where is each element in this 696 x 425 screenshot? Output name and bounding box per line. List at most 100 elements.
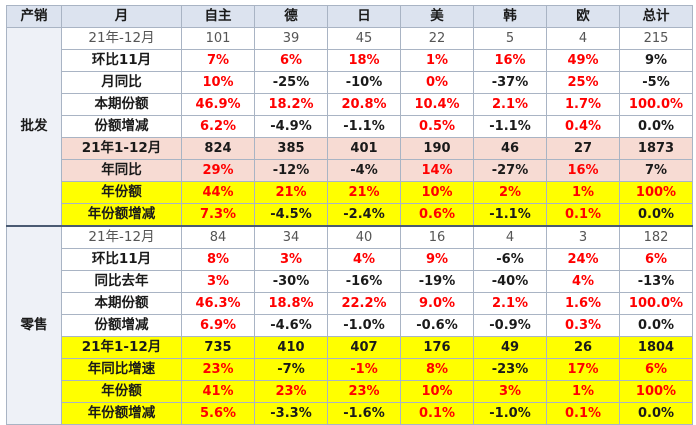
value-cell: 100.0% (619, 93, 693, 116)
table-header: 产销 月 自主 德 日 美 韩 欧 总计 (6, 5, 693, 28)
header-cell-total: 总计 (619, 5, 693, 28)
value-cell: 735 (181, 336, 255, 359)
value-cell: 824 (181, 137, 255, 160)
value-cell: 10% (400, 181, 474, 204)
row-label: 同比去年 (61, 270, 182, 293)
row-label: 年份额增减 (61, 203, 182, 227)
value-cell: 4% (327, 248, 401, 271)
value-cell: -10% (327, 71, 401, 94)
value-cell: -1% (327, 358, 401, 381)
header-cell-german: 德 (254, 5, 328, 28)
value-cell: 1% (546, 380, 620, 403)
row-label: 21年1-12月 (61, 336, 182, 359)
value-cell: 4 (546, 27, 620, 50)
value-cell: -19% (400, 270, 474, 293)
table-row: 零售 21年-12月 84 34 40 16 4 3 182 (6, 225, 693, 425)
value-cell: 5.6% (181, 402, 255, 425)
value-cell: 26 (546, 336, 620, 359)
value-cell: 7% (619, 159, 693, 182)
table-row: 同比去年 3% -30% -16% -19% -40% 4% -13% (7, 270, 693, 293)
value-cell: 20.8% (327, 93, 401, 116)
value-cell: 18% (327, 49, 401, 72)
value-cell: 21% (254, 181, 328, 204)
value-cell: -1.0% (327, 314, 401, 337)
section-label: 批发 (6, 27, 62, 227)
value-cell: 9% (619, 49, 693, 72)
value-cell: 0.0% (619, 402, 693, 425)
value-cell: 1% (400, 49, 474, 72)
value-cell: 4 (473, 225, 547, 249)
table-row: 本期份额 46.9% 18.2% 20.8% 10.4% 2.1% 1.7% 100.0% (7, 93, 693, 116)
value-cell: 5 (473, 27, 547, 50)
value-cell: 22.2% (327, 292, 401, 315)
value-cell: 39 (254, 27, 328, 50)
row-label: 年份额 (61, 380, 182, 403)
value-cell: 49 (473, 336, 547, 359)
value-cell: 1.7% (546, 93, 620, 116)
value-cell: 0.0% (619, 314, 693, 337)
value-cell: -6% (473, 248, 547, 271)
row-label: 年同比增速 (61, 358, 182, 381)
value-cell: -4.5% (254, 203, 328, 227)
value-cell: 3% (473, 380, 547, 403)
value-cell: -30% (254, 270, 328, 293)
value-cell: 10.4% (400, 93, 474, 116)
value-cell: 49% (546, 49, 620, 72)
value-cell: 46.9% (181, 93, 255, 116)
value-cell: -7% (254, 358, 328, 381)
table-row: 年份额 44% 21% 21% 10% 2% 1% 100% (7, 181, 693, 204)
value-cell: -25% (254, 71, 328, 94)
value-cell: 18.2% (254, 93, 328, 116)
value-cell: -1.1% (327, 115, 401, 138)
value-cell: 7.3% (181, 203, 255, 227)
table-body: 批发 21年-12月 101 39 45 22 5 4 215 环比11月 7% 6% 18% 1% 16%… (6, 27, 693, 425)
value-cell: 16 (400, 225, 474, 249)
table-row: 环比11月 8% 3% 4% 9% -6% 24% 6% (7, 248, 693, 271)
value-cell: 6% (254, 49, 328, 72)
value-cell: 0.3% (546, 314, 620, 337)
value-cell: 10% (181, 71, 255, 94)
value-cell: 16% (546, 159, 620, 182)
value-cell: 6% (619, 358, 693, 381)
value-cell: 7% (181, 49, 255, 72)
value-cell: 0.1% (400, 402, 474, 425)
value-cell: -23% (473, 358, 547, 381)
value-cell: 0.1% (546, 203, 620, 227)
value-cell: 16% (473, 49, 547, 72)
value-cell: 100% (619, 181, 693, 204)
value-cell: 0% (400, 71, 474, 94)
header-cell-korean: 韩 (473, 5, 547, 28)
value-cell: -40% (473, 270, 547, 293)
value-cell: -5% (619, 71, 693, 94)
value-cell: -4% (327, 159, 401, 182)
value-cell: 100% (619, 380, 693, 403)
value-cell: 410 (254, 336, 328, 359)
value-cell: -1.6% (327, 402, 401, 425)
section-label: 零售 (6, 225, 62, 425)
value-cell: -1.1% (473, 115, 547, 138)
value-cell: 34 (254, 225, 328, 249)
row-label: 月同比 (61, 71, 182, 94)
value-cell: 215 (619, 27, 693, 50)
value-cell: -37% (473, 71, 547, 94)
value-cell: 22 (400, 27, 474, 50)
value-cell: 2% (473, 181, 547, 204)
value-cell: 1873 (619, 137, 693, 160)
row-label: 份额增减 (61, 314, 182, 337)
value-cell: 385 (254, 137, 328, 160)
value-cell: 176 (400, 336, 474, 359)
value-cell: -1.0% (473, 402, 547, 425)
value-cell: 6% (619, 248, 693, 271)
value-cell: 401 (327, 137, 401, 160)
value-cell: 23% (254, 380, 328, 403)
value-cell: 23% (181, 358, 255, 381)
row-label: 21年1-12月 (61, 137, 182, 160)
table-row: 年同比增速 23% -7% -1% 8% -23% 17% 6% (7, 358, 693, 381)
value-cell: 1804 (619, 336, 693, 359)
table-row: 21年1-12月 824 385 401 190 46 27 1873 (7, 137, 693, 160)
value-cell: 0.4% (546, 115, 620, 138)
value-cell: 25% (546, 71, 620, 94)
value-cell: 2.1% (473, 292, 547, 315)
value-cell: 10% (400, 380, 474, 403)
value-cell: -16% (327, 270, 401, 293)
